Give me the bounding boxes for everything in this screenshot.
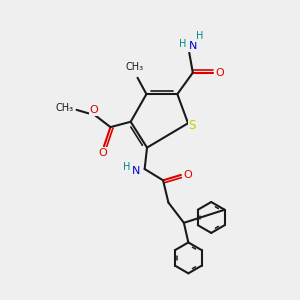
Text: S: S — [188, 119, 196, 132]
Text: O: O — [89, 105, 98, 115]
Text: O: O — [183, 170, 192, 180]
Text: O: O — [98, 148, 107, 158]
Text: H: H — [196, 31, 203, 41]
Text: CH₃: CH₃ — [125, 62, 144, 72]
Text: CH₃: CH₃ — [56, 103, 74, 113]
Text: methoxy: methoxy — [67, 107, 73, 109]
Text: N: N — [131, 166, 140, 176]
Text: N: N — [189, 41, 197, 51]
Text: O: O — [215, 68, 224, 78]
Text: H: H — [179, 39, 186, 49]
Text: H: H — [122, 162, 130, 172]
